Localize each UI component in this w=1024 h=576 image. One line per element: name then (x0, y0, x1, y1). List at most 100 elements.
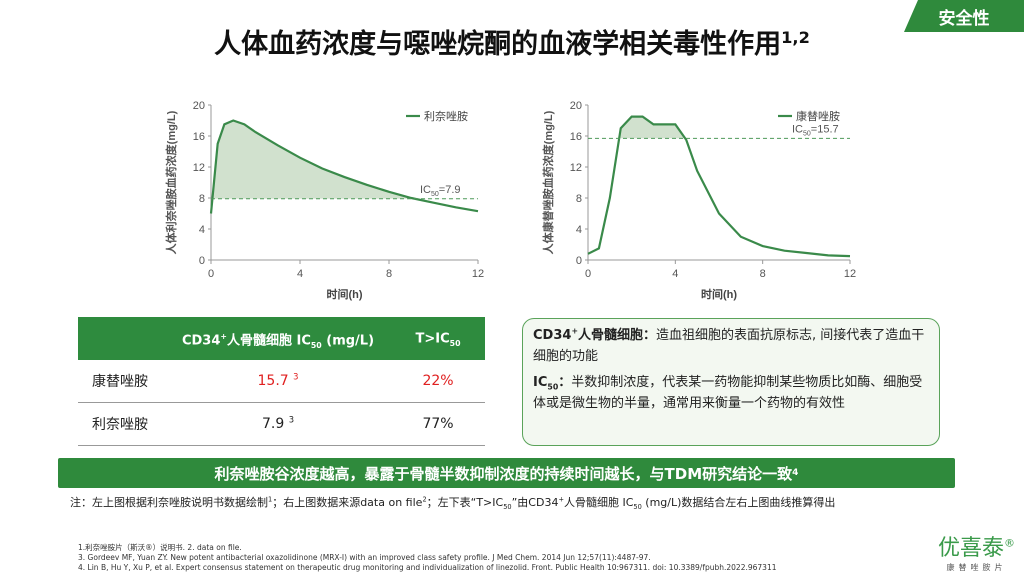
ref: 4. Lin B, Hu Y, Xu P, et al. Expert cons… (78, 563, 777, 572)
t: IC (533, 375, 548, 390)
table: CD34+人骨髓细胞 IC50 (mg/L) T>IC50 康替唑胺 15.7 … (78, 317, 485, 446)
t: T>IC (415, 331, 450, 346)
header-cell: T>IC50 (415, 331, 461, 348)
line (587, 115, 851, 258)
t: ： (558, 375, 572, 390)
t: 1 (268, 495, 273, 504)
x-tick-label: 8 (386, 268, 392, 280)
y-tick-label: 16 (193, 131, 205, 143)
t: 造血祖细胞的表面抗原标志, 间接代表了造血干细胞的功能 (533, 328, 925, 364)
annotation-text: IC (792, 123, 803, 135)
t: ；右上图数据来源data on file (272, 496, 423, 509)
annotation-text: IC (420, 184, 431, 196)
y-tick-label: 12 (570, 162, 582, 174)
t: 人骨髓细胞 IC (563, 496, 634, 509)
x-tick-label: 12 (844, 268, 856, 280)
info-box: CD34+人骨髓细胞：造血祖细胞的表面抗原标志, 间接代表了造血干细胞的功能 I… (522, 318, 940, 446)
t: 50 (310, 340, 322, 350)
x-tick-label: 4 (297, 268, 303, 280)
x-tick-label: 8 (760, 268, 766, 280)
y-tick-label: 8 (199, 193, 205, 205)
table-row: 康替唑胺 15.7 3 22% (78, 360, 485, 403)
t: 50 (503, 503, 512, 512)
annotation-tail: =15.7 (811, 123, 839, 135)
line (209, 119, 479, 214)
area-shade (588, 116, 850, 139)
t: (mg/L) (321, 333, 375, 348)
table-row: 利奈唑胺 7.9 3 77% (78, 403, 485, 446)
x-tick-label: 0 (585, 268, 591, 280)
annotation-sub: 50 (803, 130, 811, 137)
cell: 康替唑胺 (92, 374, 148, 390)
t: + (571, 326, 578, 336)
t: 注：左上图根据利奈唑胺说明书数据绘制 (70, 496, 268, 509)
x-axis-label: 时间(h) (701, 287, 737, 301)
y-tick-label: 4 (576, 224, 582, 236)
t: 3 (293, 371, 299, 382)
legend-label: 康替唑胺 (796, 109, 840, 123)
t: 利奈唑胺谷浓度越高，暴露于骨髓半数抑制浓度的持续时间越长，与TDM研究结论一致 (214, 464, 793, 483)
y-tick-label: 4 (199, 224, 205, 236)
section-tag: 安全性 (904, 0, 1024, 32)
y-tick-label: 20 (570, 100, 582, 112)
t: 半数抑制浓度，代表某一药物能抑制某些物质比如酶、细胞受体或是微生物的半量，通常用… (533, 375, 923, 411)
y-tick-label: 8 (576, 193, 582, 205)
x-tick-label: 4 (672, 268, 678, 280)
t: ；左下表“T>IC (426, 496, 504, 509)
annotation: IC50=15.7 (792, 123, 839, 137)
t: (mg/L)数据结合左右上图曲线推算得出 (641, 496, 836, 509)
table-header: CD34+人骨髓细胞 IC50 (mg/L) T>IC50 (78, 317, 485, 360)
x-axis-label: 时间(h) (326, 287, 362, 301)
references: 1.利奈唑胺片（斯沃®）说明书. 2. data on file. 3. Gor… (78, 543, 777, 573)
t: 50 (449, 338, 461, 348)
banner: 利奈唑胺谷浓度越高，暴露于骨髓半数抑制浓度的持续时间越长，与TDM研究结论一致 4 (58, 458, 955, 488)
legend-label: 利奈唑胺 (424, 109, 468, 123)
title-text: 人体血药浓度与噁唑烷酮的血液学相关毒性作用 (214, 29, 782, 60)
t: 人骨髓细胞 IC (226, 333, 311, 348)
t: 7.9 (261, 416, 285, 432)
t: 3 (288, 414, 295, 425)
cell: 7.9 3 (261, 414, 295, 432)
annotation-tail: =7.9 (439, 184, 461, 196)
y-tick-label: 0 (576, 255, 582, 267)
t: + (220, 331, 227, 341)
annotation: IC50=7.9 (420, 184, 461, 198)
area-shade (211, 120, 478, 199)
note: 注：左上图根据利奈唑胺说明书数据绘制1；右上图数据来源data on file2… (70, 494, 835, 510)
cell: 利奈唑胺 (92, 417, 148, 433)
t: CD34 (533, 328, 572, 343)
t: 优喜泰 (938, 536, 1005, 561)
y-axis-label: 人体康替唑胺血药浓度(mg/L) (541, 110, 555, 254)
t: CD34 (181, 333, 221, 348)
x-tick-label: 12 (472, 268, 484, 280)
y-axis-label: 人体利奈唑胺血药浓度(mg/L) (164, 110, 178, 254)
slide-title: 人体血药浓度与噁唑烷酮的血液学相关毒性作用1,2 (0, 22, 1024, 61)
cell: 22% (422, 373, 454, 389)
logo: 优喜泰® 康替唑胺片 (938, 530, 1015, 573)
t: 15.7 (257, 373, 289, 389)
y-tick-label: 16 (570, 131, 582, 143)
ref: 1.利奈唑胺片（斯沃®）说明书. 2. data on file. (78, 543, 242, 552)
t: 康替唑胺片 (946, 563, 1007, 572)
t: + (558, 495, 564, 504)
header-cell: CD34+人骨髓细胞 IC50 (mg/L) (181, 329, 375, 350)
t: ® (1004, 536, 1016, 550)
t: 50 (633, 503, 642, 512)
info-item: CD34+人骨髓细胞：造血祖细胞的表面抗原标志, 间接代表了造血干细胞的功能 (533, 325, 929, 367)
t: 2 (422, 495, 427, 504)
info-item: IC50：半数抑制浓度，代表某一药物能抑制某些物质比如酶、细胞受体或是微生物的半… (533, 372, 929, 414)
cell: 15.7 3 (257, 371, 299, 389)
annotation-sub: 50 (431, 191, 439, 198)
cell: 77% (422, 416, 454, 432)
t: ”由CD34 (511, 496, 559, 509)
y-tick-label: 20 (193, 100, 205, 112)
x-tick-label: 0 (208, 268, 214, 280)
y-tick-label: 12 (193, 162, 205, 174)
t: 50 (547, 382, 559, 392)
title-sup: 1,2 (781, 28, 810, 47)
t: 人骨髓细胞： (577, 328, 656, 343)
ref: 3. Gordeev MF, Yuan ZY. New potent antib… (78, 553, 651, 562)
y-tick-label: 0 (199, 255, 205, 267)
